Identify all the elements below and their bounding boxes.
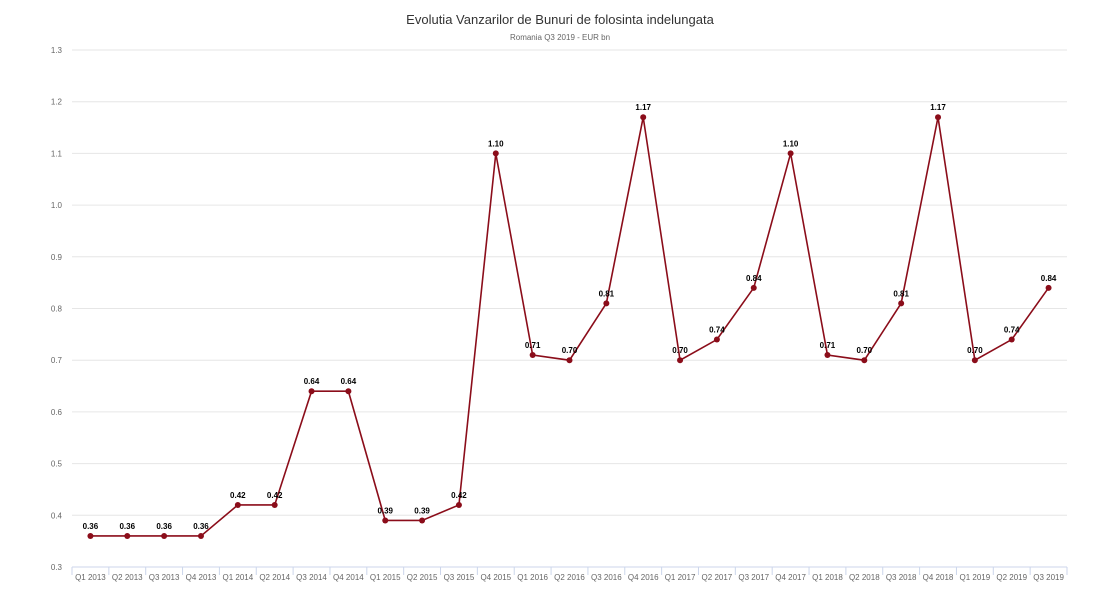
data-label: 0.36 xyxy=(156,522,172,531)
data-label: 0.81 xyxy=(599,289,615,298)
data-point xyxy=(87,532,94,539)
x-tick-label: Q4 2018 xyxy=(923,573,954,582)
data-label: 0.64 xyxy=(304,377,320,386)
data-label: 0.74 xyxy=(1004,326,1020,335)
y-tick-label: 0.8 xyxy=(51,305,63,314)
data-label: 0.74 xyxy=(709,326,725,335)
data-point xyxy=(455,501,462,508)
data-point xyxy=(161,532,168,539)
data-label: 0.42 xyxy=(267,491,283,500)
x-tick-label: Q4 2014 xyxy=(333,573,364,582)
data-point xyxy=(787,150,794,157)
x-tick-label: Q3 2016 xyxy=(591,573,622,582)
x-tick-label: Q2 2014 xyxy=(259,573,290,582)
data-label: 0.36 xyxy=(83,522,99,531)
x-tick-label: Q1 2017 xyxy=(665,573,696,582)
data-label: 0.71 xyxy=(525,341,541,350)
data-point xyxy=(971,357,978,364)
data-point xyxy=(345,388,352,395)
data-point xyxy=(603,300,610,307)
y-tick-label: 1.2 xyxy=(51,98,63,107)
data-label: 0.70 xyxy=(857,346,873,355)
x-tick-label: Q1 2018 xyxy=(812,573,843,582)
data-label: 0.36 xyxy=(193,522,209,531)
data-point xyxy=(492,150,499,157)
x-tick-label: Q4 2016 xyxy=(628,573,659,582)
y-tick-label: 0.4 xyxy=(51,511,63,520)
x-tick-label: Q1 2019 xyxy=(960,573,991,582)
data-point xyxy=(419,517,426,524)
x-tick-label: Q3 2018 xyxy=(886,573,917,582)
x-tick-label: Q4 2013 xyxy=(186,573,217,582)
x-tick-label: Q3 2013 xyxy=(149,573,180,582)
data-point xyxy=(234,501,241,508)
data-point xyxy=(750,284,757,291)
data-label: 0.81 xyxy=(893,289,909,298)
y-tick-label: 0.6 xyxy=(51,408,63,417)
data-point xyxy=(529,352,536,359)
x-tick-label: Q1 2014 xyxy=(222,573,253,582)
x-tick-label: Q4 2015 xyxy=(480,573,511,582)
data-point xyxy=(271,501,278,508)
data-label: 1.17 xyxy=(635,103,651,112)
x-tick-label: Q3 2019 xyxy=(1033,573,1064,582)
data-label: 0.84 xyxy=(746,274,762,283)
data-point xyxy=(898,300,905,307)
data-label: 1.10 xyxy=(488,139,504,148)
y-tick-label: 0.9 xyxy=(51,253,63,262)
data-label: 0.36 xyxy=(119,522,135,531)
data-label: 0.70 xyxy=(672,346,688,355)
y-tick-label: 0.3 xyxy=(51,563,63,572)
data-point xyxy=(861,357,868,364)
data-label: 0.64 xyxy=(341,377,357,386)
y-tick-label: 0.5 xyxy=(51,460,63,469)
chart-title: Evolutia Vanzarilor de Bunuri de folosin… xyxy=(406,12,714,27)
x-tick-label: Q2 2018 xyxy=(849,573,880,582)
data-label: 0.42 xyxy=(230,491,246,500)
data-label: 0.42 xyxy=(451,491,467,500)
data-point xyxy=(197,532,204,539)
x-tick-label: Q2 2015 xyxy=(407,573,438,582)
data-point xyxy=(124,532,131,539)
x-tick-label: Q1 2016 xyxy=(517,573,548,582)
y-tick-label: 1.0 xyxy=(51,201,63,210)
data-label: 0.39 xyxy=(377,506,393,515)
data-point xyxy=(1008,336,1015,343)
data-label: 0.70 xyxy=(967,346,983,355)
data-label: 1.17 xyxy=(930,103,946,112)
data-point xyxy=(677,357,684,364)
x-tick-label: Q3 2014 xyxy=(296,573,327,582)
data-label: 0.71 xyxy=(820,341,836,350)
x-tick-label: Q1 2015 xyxy=(370,573,401,582)
x-tick-label: Q2 2016 xyxy=(554,573,585,582)
x-tick-label: Q3 2017 xyxy=(738,573,769,582)
data-point xyxy=(566,357,573,364)
y-tick-label: 1.3 xyxy=(51,46,63,55)
data-point xyxy=(1045,284,1052,291)
data-point xyxy=(308,388,315,395)
x-tick-label: Q3 2015 xyxy=(444,573,475,582)
data-point xyxy=(713,336,720,343)
x-tick-label: Q2 2013 xyxy=(112,573,143,582)
x-tick-label: Q2 2017 xyxy=(702,573,733,582)
data-label: 0.70 xyxy=(562,346,578,355)
x-tick-label: Q1 2013 xyxy=(75,573,106,582)
y-tick-label: 1.1 xyxy=(51,149,63,158)
data-point xyxy=(824,352,831,359)
data-point xyxy=(640,114,647,121)
data-label: 0.39 xyxy=(414,506,430,515)
data-point xyxy=(382,517,389,524)
data-label: 1.10 xyxy=(783,139,799,148)
y-tick-label: 0.7 xyxy=(51,356,63,365)
series-line xyxy=(90,117,1050,537)
chart-subtitle: Romania Q3 2019 - EUR bn xyxy=(509,33,611,42)
x-tick-label: Q2 2019 xyxy=(996,573,1027,582)
data-point xyxy=(935,114,942,121)
data-label: 0.84 xyxy=(1041,274,1057,283)
x-tick-label: Q4 2017 xyxy=(775,573,806,582)
